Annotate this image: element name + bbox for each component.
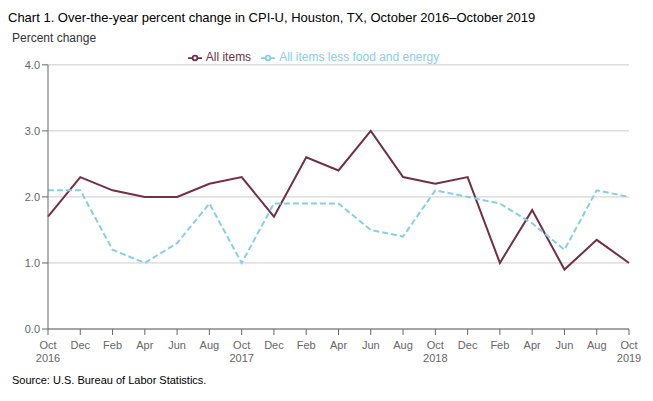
svg-text:Jun: Jun <box>168 339 186 351</box>
svg-text:Apr: Apr <box>136 339 153 351</box>
svg-text:1.0: 1.0 <box>25 257 40 269</box>
svg-text:0.0: 0.0 <box>25 323 40 335</box>
svg-text:2.0: 2.0 <box>25 191 40 203</box>
svg-text:Aug: Aug <box>587 339 607 351</box>
svg-text:Apr: Apr <box>330 339 347 351</box>
svg-text:Apr: Apr <box>524 339 541 351</box>
svg-text:Dec: Dec <box>458 339 478 351</box>
svg-text:Jun: Jun <box>362 339 380 351</box>
svg-text:3.0: 3.0 <box>25 125 40 137</box>
svg-text:Jun: Jun <box>556 339 574 351</box>
html-text:Percent change: Percent change <box>12 31 97 45</box>
svg-text:Oct2016: Oct2016 <box>36 339 60 364</box>
svg-text:Aug: Aug <box>393 339 413 351</box>
svg-text:Feb: Feb <box>103 339 122 351</box>
svg-text:Oct2017: Oct2017 <box>229 339 253 364</box>
html-text:Source: U.S. Bureau of Labor S: Source: U.S. Bureau of Labor Statistics. <box>12 374 207 386</box>
svg-text:Oct2018: Oct2018 <box>423 339 447 364</box>
svg-text:Dec: Dec <box>264 339 284 351</box>
svg-text:Feb: Feb <box>490 339 509 351</box>
html-text:All items: All items <box>205 50 252 64</box>
svg-text:Feb: Feb <box>297 339 316 351</box>
html-text:All items less food and energy: All items less food and energy <box>279 50 440 64</box>
svg-text:4.0: 4.0 <box>25 59 40 71</box>
html-text:Chart 1. Over-the-year percent: Chart 1. Over-the-year percent change in… <box>8 10 536 25</box>
svg-text:Oct2019: Oct2019 <box>617 339 641 364</box>
svg-text:Aug: Aug <box>200 339 220 351</box>
svg-text:Dec: Dec <box>70 339 90 351</box>
